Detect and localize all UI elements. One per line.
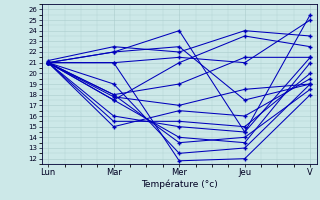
X-axis label: Température (°c): Température (°c) <box>141 180 218 189</box>
